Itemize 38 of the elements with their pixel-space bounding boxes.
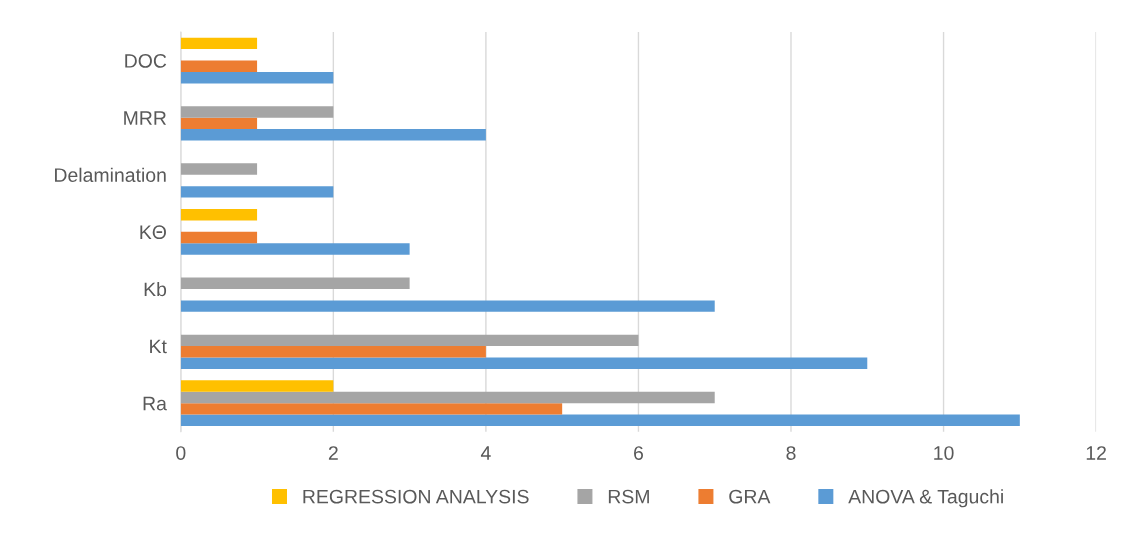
y-tick-label: MRR [124,111,167,125]
bar [180,391,715,404]
legend-label: REGRESSION ANALYSIS [303,489,529,504]
bar [180,231,258,244]
bar [180,129,486,141]
x-tick-label: 6 [634,446,643,460]
bar [180,334,639,347]
x-tick-label: 10 [934,446,954,460]
bar [180,71,334,84]
bar [180,357,868,369]
bar [180,380,334,392]
legend-label: ANOVA & Taguchi [848,489,1003,508]
bar [180,243,410,255]
bar [180,414,1020,427]
y-tick-label: Kb [144,281,167,297]
bar [180,163,258,175]
x-tick-label: 0 [176,446,186,460]
y-tick-label: Delamination [55,167,166,182]
bar [180,403,563,415]
x-tick-label: 12 [1086,446,1106,460]
y-tick-label: Kt [150,339,167,354]
bar [180,300,715,312]
bar [180,277,410,289]
legend-label: RSM [608,489,649,504]
y-tick-label: KΘ [140,225,166,240]
bar [180,106,334,118]
legend-label: GRA [729,489,771,504]
bar [180,209,258,221]
x-tick-label: 2 [328,446,338,460]
bar [180,37,258,50]
bar [180,346,486,358]
y-tick-label: DOC [125,54,167,68]
bar [180,117,258,130]
y-tick-label: Ra [143,396,167,411]
x-tick-label: 4 [480,446,491,460]
x-tick-label: 8 [786,446,796,460]
bar [180,60,258,72]
bar [180,186,334,198]
